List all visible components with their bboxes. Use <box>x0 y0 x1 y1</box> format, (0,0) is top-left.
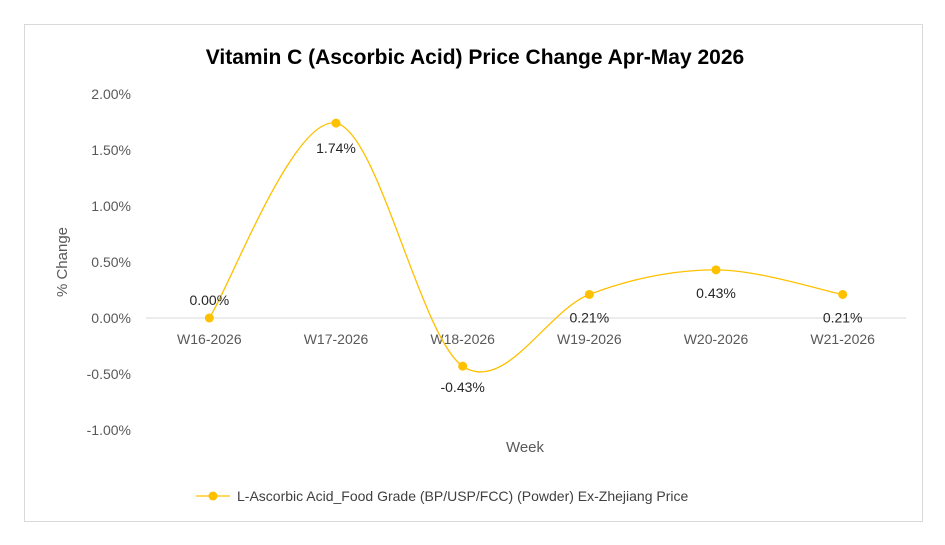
data-point <box>584 289 594 299</box>
y-tick-label: -0.50% <box>87 366 131 382</box>
y-tick-label: 1.00% <box>91 198 131 214</box>
x-axis-title: Week <box>506 439 545 456</box>
x-axis-ticks: W16-2026 W17-2026 W18-2026 W19-2026 W20-2026… <box>177 331 875 347</box>
y-tick-label: 0.50% <box>91 254 131 270</box>
y-tick-label: -1.00% <box>87 422 131 438</box>
data-label: 0.00% <box>189 292 229 308</box>
y-tick-label: 1.50% <box>91 142 131 158</box>
data-label: 0.21% <box>569 309 609 325</box>
x-tick-label: W21-2026 <box>810 331 875 347</box>
x-tick-label: W18-2026 <box>430 331 495 347</box>
data-labels: 0.00% 1.74% -0.43% 0.21% 0.43% 0.21% <box>189 140 862 395</box>
data-point <box>204 313 214 323</box>
chart-title: Vitamin C (Ascorbic Acid) Price Change A… <box>206 46 744 69</box>
y-tick-label: 0.00% <box>91 310 131 326</box>
chart-frame <box>24 24 923 522</box>
x-tick-label: W17-2026 <box>304 331 369 347</box>
legend-label: L-Ascorbic Acid_Food Grade (BP/USP/FCC) … <box>237 488 688 504</box>
y-tick-label: 2.00% <box>91 86 131 102</box>
data-point <box>331 118 341 128</box>
data-label: 0.21% <box>823 309 863 325</box>
y-axis-ticks: 2.00% 1.50% 1.00% 0.50% 0.00% -0.50% -1.00% <box>87 86 131 438</box>
data-label: -0.43% <box>440 379 484 395</box>
series-points <box>204 118 848 371</box>
data-point <box>711 265 721 275</box>
data-label: 1.74% <box>316 140 356 156</box>
y-axis-title: % Change <box>54 227 71 297</box>
x-tick-label: W16-2026 <box>177 331 242 347</box>
x-tick-label: W20-2026 <box>684 331 749 347</box>
x-tick-label: W19-2026 <box>557 331 622 347</box>
legend-dot-marker <box>208 491 218 501</box>
legend: L-Ascorbic Acid_Food Grade (BP/USP/FCC) … <box>196 488 688 504</box>
data-label: 0.43% <box>696 285 736 301</box>
data-point <box>458 361 468 371</box>
data-point <box>838 289 848 299</box>
